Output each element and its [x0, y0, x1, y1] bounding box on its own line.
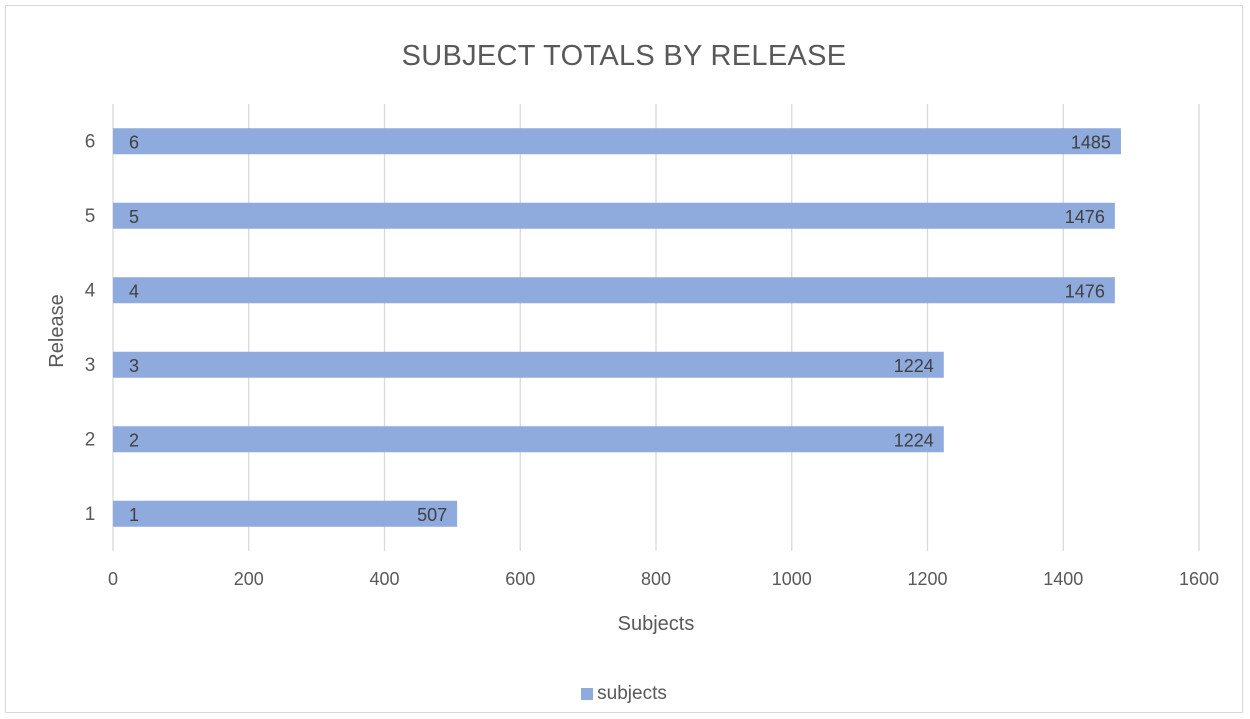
x-tick-label: 1000	[772, 569, 812, 589]
bar-release-6	[113, 128, 1121, 155]
y-category-label: 5	[85, 206, 96, 227]
y-category-label: 6	[85, 131, 96, 152]
bars: 1 507 2 1224 3 1224 4 1476 5 1476 6 1485	[113, 128, 1121, 527]
legend: subjects	[6, 683, 1242, 706]
bar-release-2	[113, 426, 944, 453]
bar-release-5	[113, 202, 1115, 229]
x-tick-label: 400	[369, 569, 399, 589]
y-category-label: 4	[85, 280, 96, 301]
legend-item-subjects: subjects	[581, 683, 667, 705]
bar-release-4	[113, 277, 1115, 304]
x-axis-title: Subjects	[618, 613, 695, 635]
bar-category-label: 5	[129, 207, 139, 227]
x-tick-label: 1600	[1179, 569, 1219, 589]
bar-category-label: 4	[129, 281, 139, 301]
y-category-label: 1	[85, 504, 96, 525]
bar-value-label: 1224	[894, 430, 934, 450]
bar-release-1	[113, 500, 458, 527]
bar-value-label: 507	[417, 505, 447, 525]
bar-value-label: 1224	[894, 356, 934, 376]
bar-value-label: 1485	[1071, 132, 1111, 152]
y-category-label: 2	[85, 429, 96, 450]
x-tick-label: 0	[108, 569, 118, 589]
x-tick-label: 1200	[907, 569, 947, 589]
chart-frame: SUBJECT TOTALS BY RELEASE Subjects Relea…	[5, 5, 1243, 713]
bar-release-3	[113, 351, 944, 378]
y-axis-category-labels: 1 2 3 4 5 6	[85, 131, 96, 525]
chart-title: SUBJECT TOTALS BY RELEASE	[401, 40, 847, 72]
x-tick-label: 200	[234, 569, 264, 589]
legend-label: subjects	[597, 683, 667, 704]
x-tick-label: 1400	[1043, 569, 1083, 589]
y-axis-title: Release	[46, 294, 68, 367]
bar-chart-plot: Subjects Release 0 200 400 600 800 1000 1200 14…	[46, 104, 1219, 635]
bar-category-label: 1	[129, 505, 139, 525]
y-category-label: 3	[85, 355, 96, 376]
gridlines	[112, 104, 1200, 551]
legend-swatch	[581, 688, 594, 700]
bar-category-label: 3	[129, 356, 139, 376]
x-tick-label: 600	[505, 569, 535, 589]
bar-category-label: 6	[129, 132, 139, 152]
bar-value-label: 1476	[1065, 207, 1105, 227]
bar-value-label: 1476	[1065, 281, 1105, 301]
x-axis-tick-labels: 0 200 400 600 800 1000 1200 1400 1600	[108, 569, 1219, 589]
x-tick-label: 800	[641, 569, 671, 589]
bar-category-label: 2	[129, 430, 139, 450]
